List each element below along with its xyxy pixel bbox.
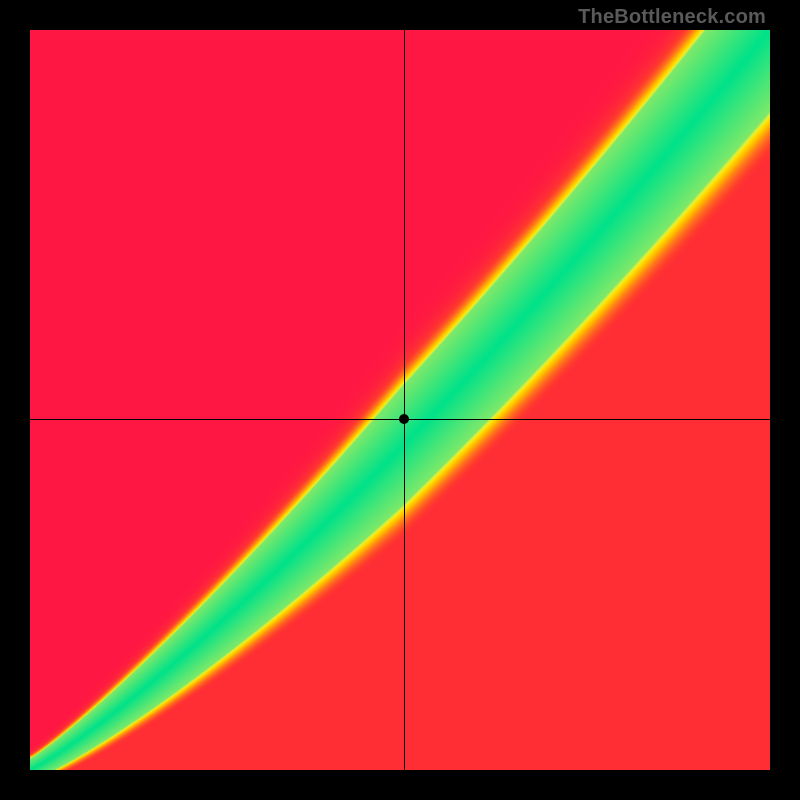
watermark-text: TheBottleneck.com — [578, 6, 766, 29]
heatmap-plot — [30, 30, 770, 770]
heatmap-canvas — [30, 30, 770, 770]
crosshair-marker-dot — [399, 414, 409, 424]
crosshair-vertical — [404, 30, 405, 770]
